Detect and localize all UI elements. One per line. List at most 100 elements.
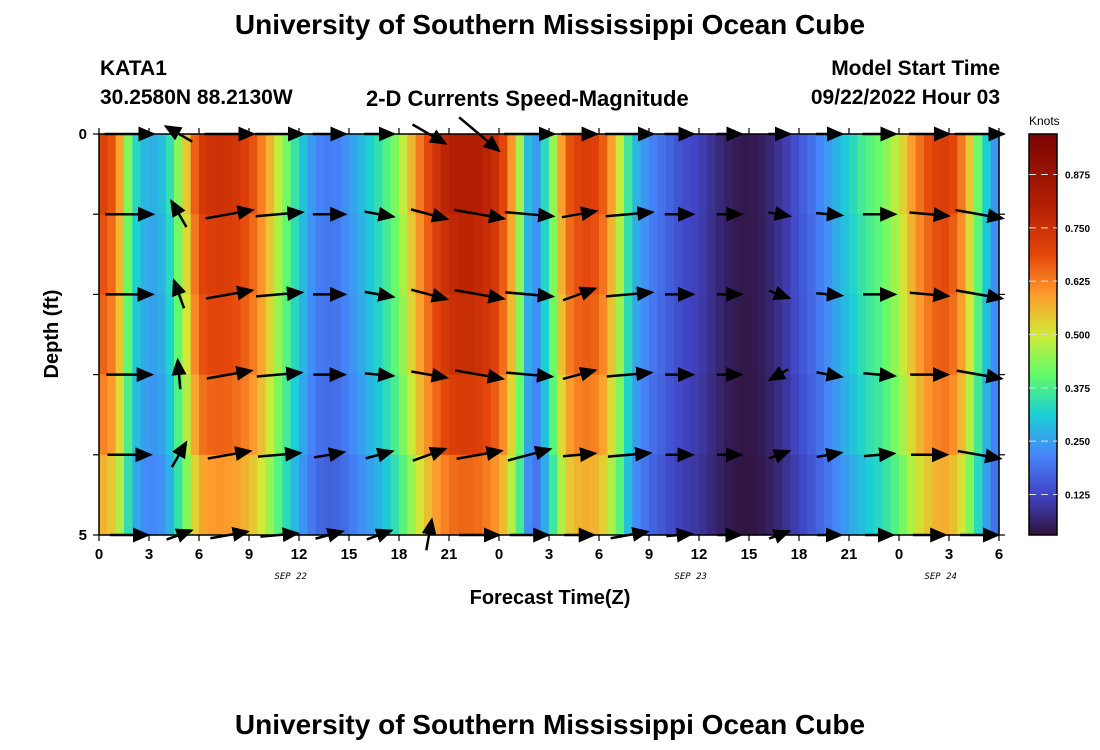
x-tick-label: 18 xyxy=(791,546,808,563)
heatmap-cell xyxy=(624,214,633,295)
heatmap-cell xyxy=(524,214,533,295)
heatmap-cell xyxy=(482,294,492,376)
heatmap-cell xyxy=(249,454,258,536)
heatmap-cell xyxy=(974,294,983,376)
heatmap-cell xyxy=(432,214,442,295)
heatmap-cell xyxy=(540,134,550,215)
current-vector-arrow xyxy=(816,366,844,382)
heatmap-cell xyxy=(132,214,142,295)
heatmap-cell xyxy=(724,134,733,215)
heatmap-cell xyxy=(349,374,358,456)
heatmap-cell xyxy=(440,214,450,295)
heatmap-cell xyxy=(799,214,808,295)
current-vector-arrow xyxy=(606,366,654,382)
heatmap-cell xyxy=(590,294,600,376)
heatmap-cell xyxy=(99,294,108,376)
heatmap-cell xyxy=(182,294,192,376)
heatmap-cell xyxy=(807,454,817,536)
heatmap-cell xyxy=(340,374,350,456)
heatmap-cell xyxy=(215,214,225,295)
x-tick-label: 3 xyxy=(545,546,553,563)
heatmap-cell xyxy=(107,374,117,456)
heatmap-cell xyxy=(365,454,375,536)
heatmap-cell xyxy=(832,214,842,295)
heatmap-cell xyxy=(290,454,300,536)
heatmap-cell xyxy=(674,294,683,376)
heatmap-cell xyxy=(207,134,217,215)
heatmap-cell xyxy=(565,294,575,376)
heatmap-cell xyxy=(740,374,750,456)
heatmap-cell xyxy=(282,294,292,376)
heatmap-cell xyxy=(324,214,333,295)
heatmap-cell xyxy=(407,214,417,295)
heatmap-cell xyxy=(399,294,408,376)
heatmap-cell xyxy=(599,454,608,536)
heatmap-cell xyxy=(707,454,717,536)
x-tick-label: 6 xyxy=(995,546,1003,563)
heatmap-cell xyxy=(199,374,208,456)
heatmap-cell xyxy=(882,294,892,376)
heatmap-cell xyxy=(382,134,392,215)
heatmap-cell xyxy=(282,374,292,456)
current-vector-arrow xyxy=(955,208,1005,224)
heatmap-cell xyxy=(632,134,642,215)
heatmap-cell xyxy=(857,374,867,456)
heatmap-cell xyxy=(649,294,658,376)
heatmap-cell xyxy=(149,374,158,456)
heatmap-cell xyxy=(449,454,458,536)
x-tick-label: 6 xyxy=(595,546,603,563)
heatmap-cell xyxy=(365,134,375,215)
current-vector-arrow xyxy=(505,367,555,383)
heatmap-cell xyxy=(399,374,408,456)
heatmap-cell xyxy=(290,134,300,215)
heatmap-cell xyxy=(174,214,183,295)
heatmap-cell xyxy=(990,134,1000,215)
heatmap-cell xyxy=(399,454,408,536)
heatmap-cell xyxy=(832,134,842,215)
heatmap-cell xyxy=(807,294,817,376)
current-vector-arrow xyxy=(816,206,845,222)
heatmap-cell xyxy=(282,454,292,536)
heatmap-cell xyxy=(815,214,825,295)
heatmap-cell xyxy=(940,214,950,295)
heatmap-cell xyxy=(424,214,433,295)
heatmap-cell xyxy=(849,214,858,295)
heatmap-cell xyxy=(349,294,358,376)
heatmap-cell xyxy=(640,294,650,376)
heatmap-cell xyxy=(949,214,958,295)
heatmap-cell xyxy=(615,134,625,215)
heatmap-cell xyxy=(549,134,558,215)
heatmap-cell xyxy=(590,454,600,536)
y-tick-label: 0 xyxy=(79,126,87,143)
current-vector-arrow xyxy=(768,449,792,464)
current-vector-arrow xyxy=(561,206,599,222)
heatmap-cell xyxy=(749,294,758,376)
heatmap-cell xyxy=(124,134,133,215)
heatmap-cell xyxy=(449,214,458,295)
current-vector-arrow xyxy=(364,286,396,302)
heatmap-cell xyxy=(540,374,550,456)
heatmap-cell xyxy=(357,454,367,536)
heatmap-cell xyxy=(707,374,717,456)
heatmap-cell xyxy=(874,294,883,376)
heatmap-cell xyxy=(890,214,900,295)
heatmap-cell xyxy=(390,374,400,456)
heatmap-cell xyxy=(324,454,333,536)
heatmap-cell xyxy=(615,374,625,456)
x-axis-title: Forecast Time(Z) xyxy=(470,587,631,609)
heatmap-cell xyxy=(265,374,275,456)
heatmap-cell xyxy=(199,214,208,295)
heatmap-cell xyxy=(457,134,467,215)
heatmap-cell xyxy=(757,454,767,536)
heatmap-cell xyxy=(899,454,908,536)
heatmap-cell xyxy=(182,374,192,456)
heatmap-cell xyxy=(449,134,458,215)
heatmap-cell xyxy=(907,214,917,295)
heatmap-cell xyxy=(907,454,917,536)
heatmap-cell xyxy=(749,374,758,456)
heatmap-cell xyxy=(515,214,525,295)
current-vector-arrow xyxy=(364,206,396,222)
heatmap-cell xyxy=(690,454,700,536)
current-vector-arrow xyxy=(816,286,845,302)
heatmap-cell xyxy=(715,454,725,536)
